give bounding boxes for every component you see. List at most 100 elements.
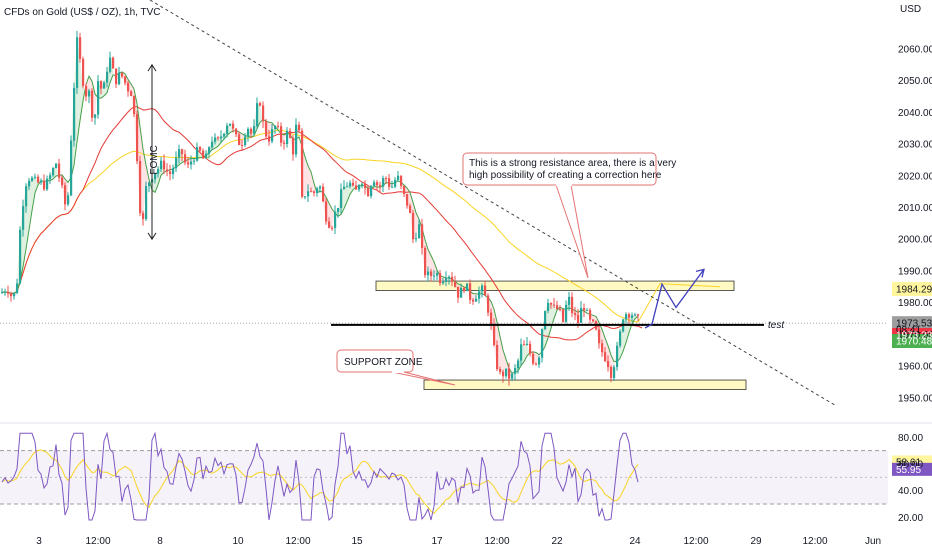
- candle-body: [412, 212, 415, 240]
- candle-body: [37, 176, 40, 183]
- candle-body: [601, 343, 604, 353]
- candle-body: [265, 121, 268, 137]
- candle-body: [367, 188, 370, 197]
- candle-body: [370, 186, 373, 197]
- time-tick-label: 15: [351, 536, 363, 547]
- candle-body: [211, 141, 214, 148]
- candle-body: [562, 309, 565, 322]
- candle-body: [316, 188, 319, 194]
- candle-body: [340, 189, 343, 209]
- price-tick-label: 1970.00: [898, 330, 932, 341]
- ma-fill-segment: [32, 176, 35, 211]
- currency-label: USD: [900, 4, 921, 15]
- candle-body: [112, 57, 115, 69]
- ma-fill-segment: [230, 123, 233, 133]
- candle-body: [25, 186, 28, 207]
- price-tick-label: 1990.00: [898, 266, 932, 277]
- candle-body: [610, 366, 613, 378]
- drawings-layer: [0, 0, 888, 407]
- candle-body: [322, 186, 325, 202]
- candle-body: [568, 296, 571, 305]
- candle-body: [136, 114, 139, 162]
- candle-body: [280, 126, 283, 143]
- candle-body: [589, 309, 592, 320]
- candle-body: [505, 368, 508, 377]
- time-tick-label: 3: [36, 536, 42, 547]
- candle-body: [463, 287, 466, 292]
- candle-body: [382, 178, 385, 187]
- candle-body: [607, 361, 610, 367]
- candle-body: [397, 175, 400, 181]
- candle-body: [271, 129, 274, 142]
- price-tick-label: 2060.00: [898, 44, 932, 55]
- rsi-tag-label: 55.95: [896, 465, 921, 476]
- candle-body: [508, 368, 511, 379]
- candle-body: [349, 182, 352, 187]
- candle-body: [637, 314, 640, 316]
- candle-body: [355, 185, 358, 190]
- candle-body: [616, 345, 619, 368]
- candle-body: [124, 76, 127, 83]
- candle-body: [40, 180, 43, 183]
- candle-body: [541, 329, 544, 358]
- rsi-band-layer: [0, 422, 932, 505]
- candle-body: [532, 353, 535, 364]
- price-tag-label: 08:41: [896, 325, 921, 336]
- candle-body: [148, 182, 151, 187]
- candle-body: [100, 81, 103, 89]
- candle-body: [157, 169, 160, 174]
- candle-body: [625, 314, 628, 320]
- candle-body: [304, 196, 307, 198]
- time-tick-label: Jun: [865, 536, 881, 547]
- price-tick-label: 1960.00: [898, 362, 932, 373]
- candle-body: [496, 345, 499, 370]
- candle-body: [223, 133, 226, 137]
- ma-fill-segment: [347, 182, 350, 202]
- rsi-layer: [1, 431, 639, 521]
- ma-fill-segment: [29, 177, 32, 230]
- descending-trendline: [149, 0, 837, 407]
- resistance-zone: [375, 280, 735, 291]
- candle-body: [133, 96, 136, 115]
- time-tick-label: 12:00: [683, 536, 708, 547]
- candle-body: [115, 68, 118, 85]
- candle-body: [556, 305, 559, 309]
- candle-body: [22, 206, 25, 230]
- support-zone: [423, 379, 747, 390]
- ma-fill-segment: [143, 149, 146, 220]
- candle-body: [631, 315, 634, 318]
- candle-body: [469, 283, 472, 300]
- candle-body: [76, 37, 79, 88]
- time-tick-label: 10: [232, 536, 244, 547]
- price-tick-label: 2000.00: [898, 235, 932, 246]
- candle-body: [127, 82, 130, 92]
- candle-body: [475, 298, 478, 302]
- candle-body: [94, 114, 97, 118]
- candle-body: [337, 208, 340, 212]
- candle-body: [4, 291, 7, 293]
- candle-body: [634, 314, 637, 316]
- candle-body: [403, 185, 406, 195]
- time-tick-label: 17: [431, 536, 443, 547]
- candle-body: [574, 313, 577, 316]
- price-tick-label: 2040.00: [898, 108, 932, 119]
- candle-body: [292, 137, 295, 155]
- candle-body: [91, 90, 94, 118]
- resistance-note-text: high possibility of creating a correctio…: [469, 170, 662, 181]
- candle-body: [619, 331, 622, 346]
- candle-body: [364, 183, 367, 189]
- price-tick-label: 2020.00: [898, 171, 932, 182]
- candle-body: [328, 221, 331, 228]
- candle-body: [502, 371, 505, 377]
- candle-body: [493, 324, 496, 346]
- candle-body: [247, 128, 250, 137]
- candle-body: [457, 286, 460, 298]
- candle-body: [103, 82, 106, 89]
- candle-body: [256, 103, 259, 127]
- time-tick-label: 8: [157, 536, 163, 547]
- candle-body: [334, 211, 337, 228]
- candle-body: [343, 186, 346, 190]
- candle-body: [97, 81, 100, 115]
